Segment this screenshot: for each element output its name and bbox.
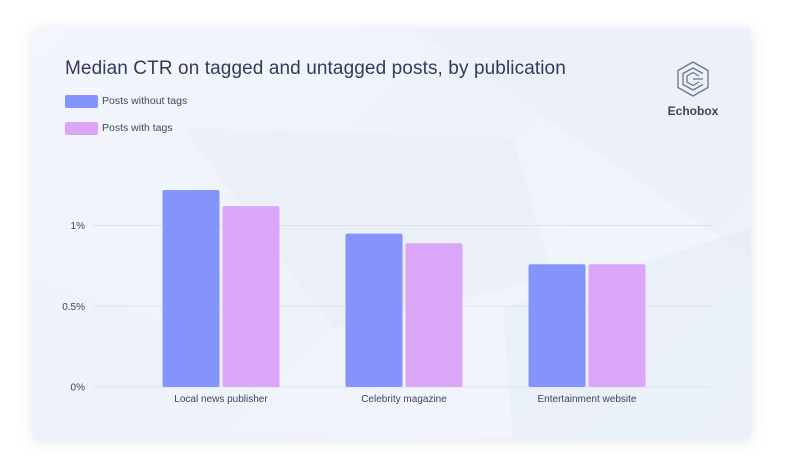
legend-item-with-tags: Posts with tags [65, 121, 187, 135]
x-tick-label: Celebrity magazine [361, 394, 447, 405]
x-tick-label: Entertainment website [538, 394, 637, 405]
brand-name: Echobox [667, 104, 719, 118]
legend-label-without-tags: Posts without tags [102, 95, 188, 107]
bar-without-tags [528, 264, 586, 387]
chart-card: Median CTR on tagged and untagged posts,… [33, 28, 751, 439]
legend-swatch-with-tags [65, 121, 98, 135]
legend-label-with-tags: Posts with tags [102, 122, 173, 134]
bar-without-tags [345, 233, 403, 387]
bar-with-tags [588, 264, 646, 387]
legend-item-without-tags: Posts without tags [65, 94, 187, 108]
y-tick-label: 0.5% [62, 302, 85, 313]
chart-legend: Posts without tags Posts with tags [65, 94, 187, 148]
legend-swatch-without-tags [65, 94, 98, 108]
bar-with-tags [405, 243, 463, 387]
bar-without-tags [162, 190, 220, 387]
brand-logo: Echobox [663, 61, 723, 118]
bar-with-tags [222, 206, 280, 387]
chart-plot: 0% 0.5% 1% Local news publisher Celebrity ma… [62, 190, 711, 405]
y-tick-label: 0% [71, 383, 86, 394]
chart-title: Median CTR on tagged and untagged posts,… [65, 58, 566, 79]
x-tick-label: Local news publisher [174, 394, 268, 405]
y-tick-label: 1% [71, 221, 86, 232]
echobox-logo-icon [677, 61, 709, 97]
